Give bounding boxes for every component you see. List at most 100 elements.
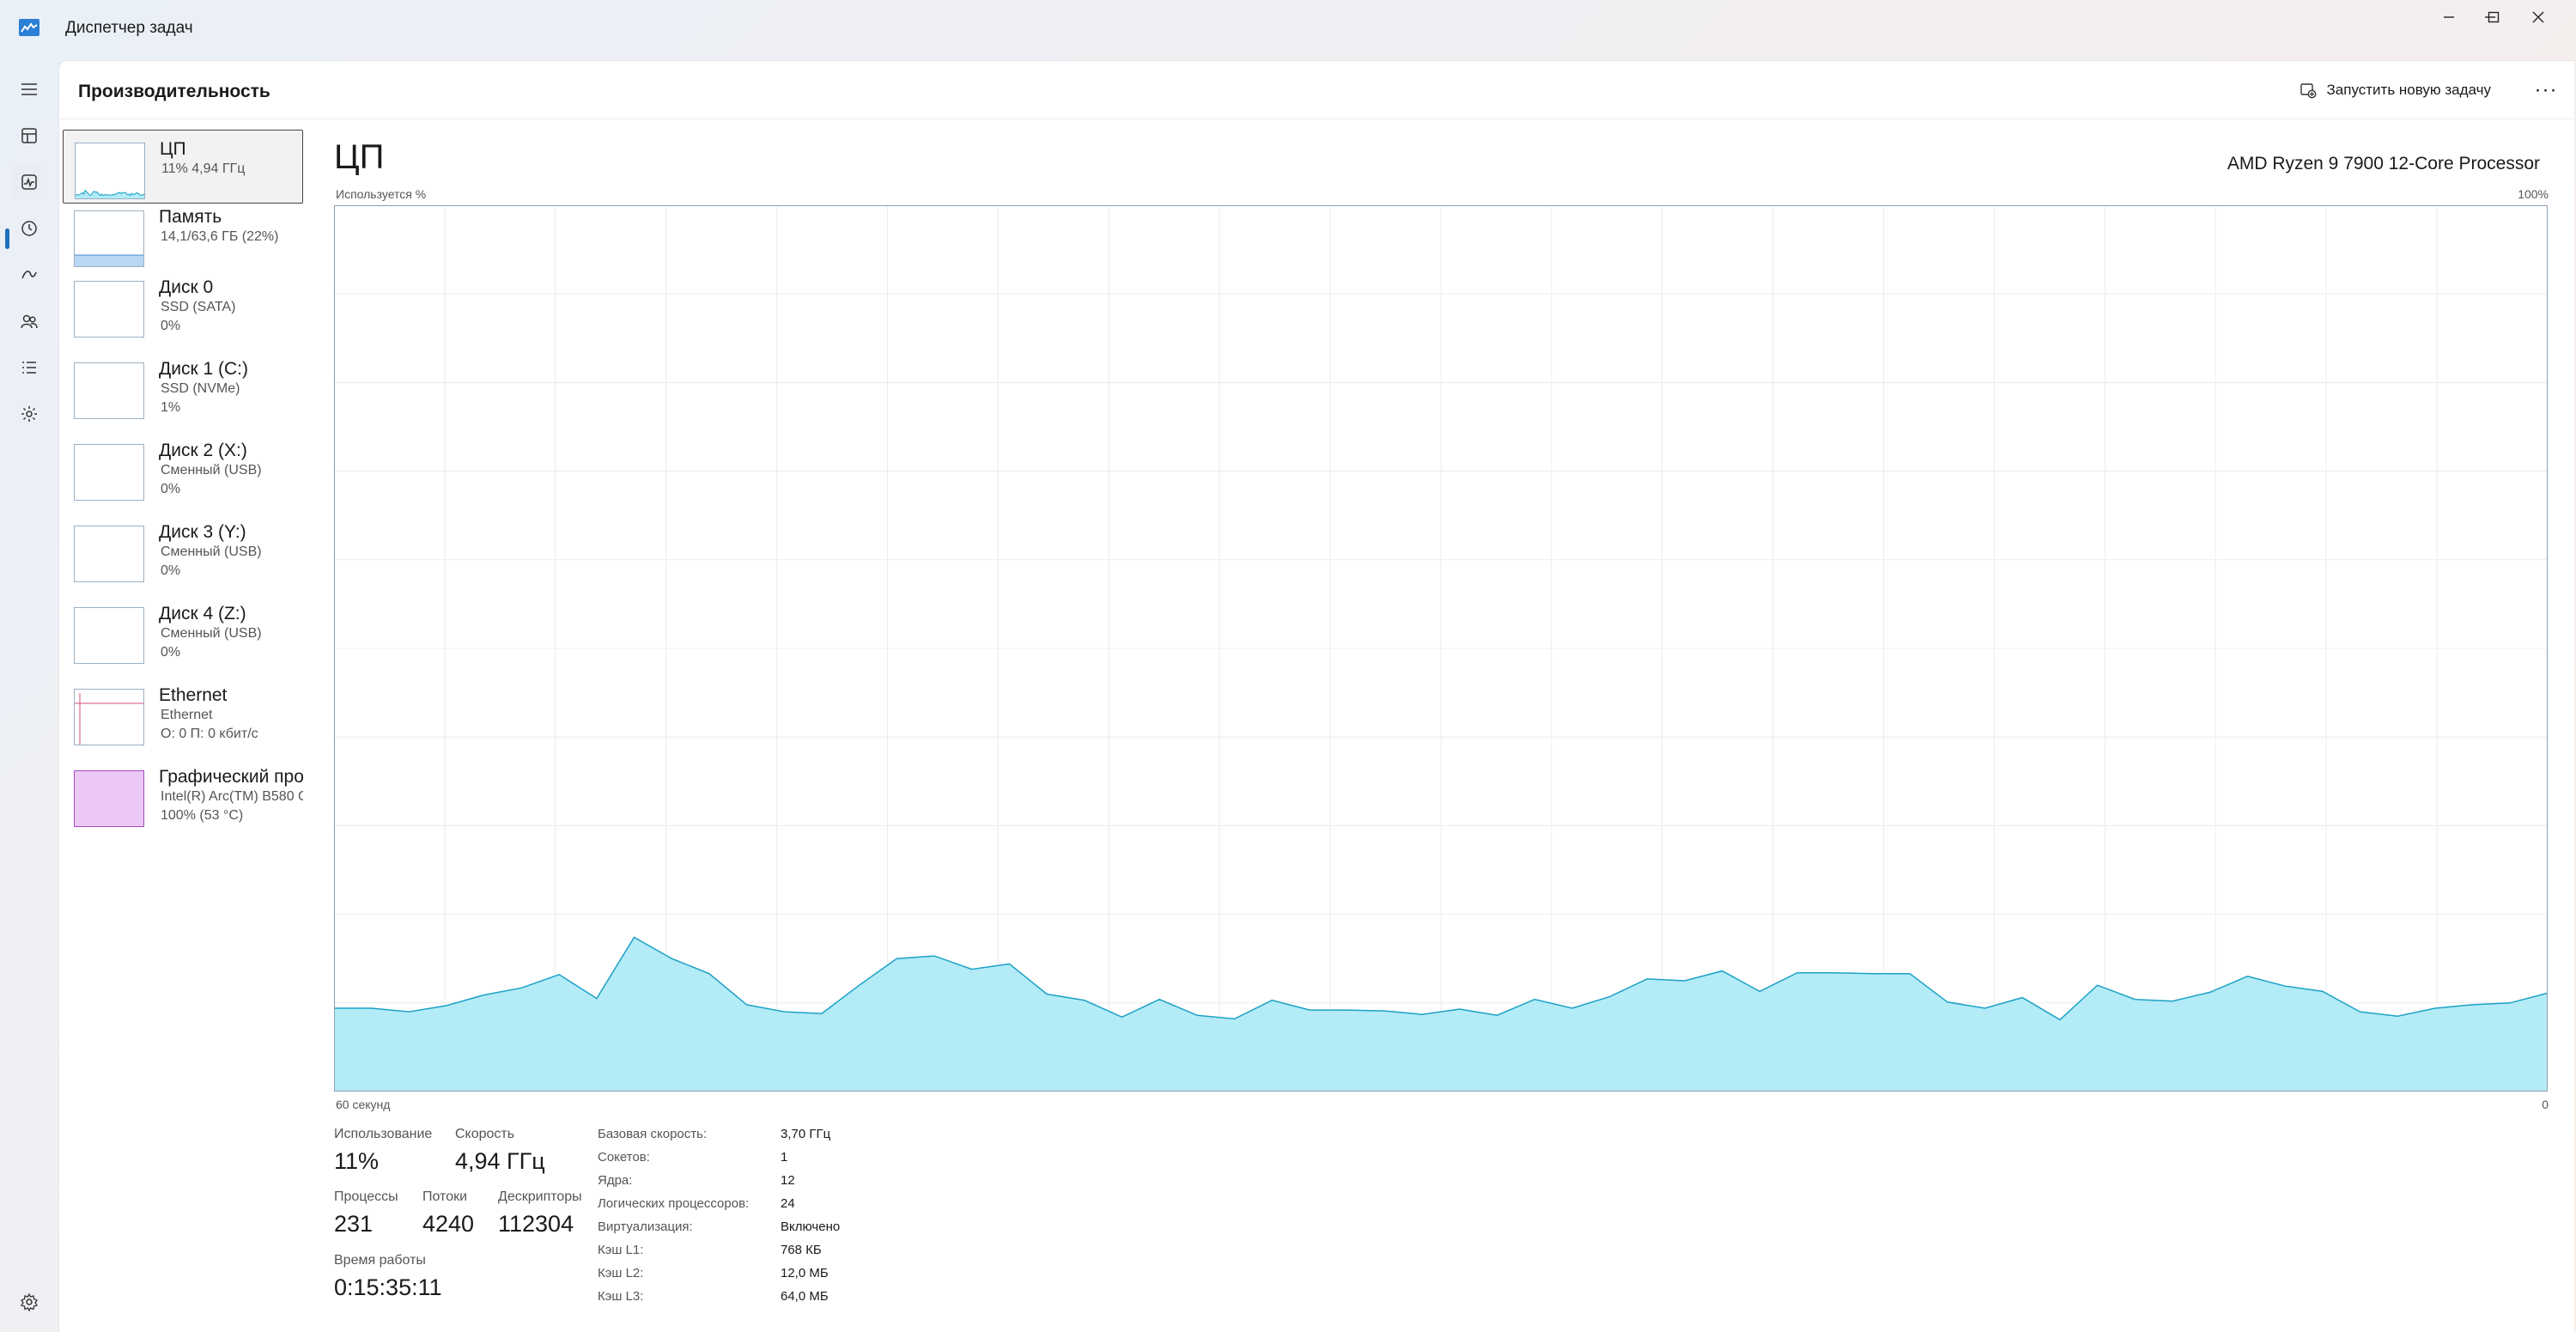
title-bar: Диспетчер задач	[0, 0, 2576, 58]
run-task-label: Запустить новую задачу	[2326, 82, 2491, 98]
resource-name: Память	[159, 207, 222, 227]
minimize-icon	[2444, 16, 2454, 18]
task-manager-app-icon	[19, 19, 39, 36]
resource-name: Диск 4 (Z:)	[159, 604, 246, 623]
processes-label: Процессы	[334, 1189, 398, 1204]
spec-label: Сокетов:	[598, 1150, 650, 1165]
handles-value: 112304	[498, 1211, 574, 1237]
resource-detail: 11% 4,94 ГГц	[161, 161, 246, 176]
resource-name: ЦП	[160, 139, 186, 159]
cpu-usage-line	[334, 936, 2548, 1021]
usage-label: Использование	[334, 1127, 433, 1141]
chart-y-label: Используется %	[336, 187, 427, 201]
resource-value: 100% (53 °C)	[161, 808, 244, 823]
chart-y-max-label: 100%	[2518, 187, 2549, 201]
hamburger-menu-button[interactable]	[12, 72, 46, 106]
cpu-model-name: AMD Ryzen 9 7900 12-Core Processor	[2227, 154, 2540, 173]
speed-value: 4,94 ГГц	[455, 1148, 545, 1174]
maximize-button[interactable]	[2456, 0, 2531, 34]
nav-users[interactable]	[12, 304, 46, 338]
threads-label: Потоки	[422, 1189, 468, 1204]
performance-icon	[21, 174, 37, 190]
spec-label: Базовая скорость:	[598, 1127, 708, 1141]
nav-app-history[interactable]	[12, 211, 46, 246]
chart-x-label: 60 секунд	[336, 1098, 391, 1111]
spec-value: 768 КБ	[781, 1243, 822, 1257]
nav-processes[interactable]	[12, 119, 46, 153]
minimize-button[interactable]	[2452, 0, 2528, 34]
run-new-task-button[interactable]: Запустить новую задачу	[2291, 73, 2500, 107]
usage-value: 11%	[334, 1148, 380, 1174]
resource-detail: SSD (SATA)	[161, 300, 236, 314]
uptime-label: Время работы	[334, 1253, 426, 1268]
resource-thumbnail-graph	[75, 143, 145, 199]
spec-value: 64,0 МБ	[781, 1289, 829, 1304]
spec-value: 12,0 МБ	[781, 1266, 829, 1280]
content-panel: Производительность Запустить новую задач…	[58, 60, 2575, 1332]
resource-value: 0%	[161, 645, 181, 660]
speed-label: Скорость	[455, 1127, 515, 1141]
processes-icon	[21, 128, 37, 143]
resource-detail: Intel(R) Arc(TM) B580 Graphics	[161, 789, 303, 804]
resource-detail: Сменный (USB)	[161, 626, 262, 641]
navigation-rail	[0, 58, 58, 1332]
hamburger-icon	[21, 83, 37, 95]
nav-performance[interactable]	[12, 165, 46, 199]
resource-name: Ethernet	[159, 685, 228, 705]
page-header: Производительность Запустить новую задач…	[59, 61, 2575, 119]
spec-label: Виртуализация:	[598, 1219, 693, 1234]
spec-value: Включено	[781, 1219, 841, 1234]
resource-detail: Сменный (USB)	[161, 544, 262, 559]
resource-thumbnail-graph	[74, 689, 144, 745]
resource-thumbnail-graph	[74, 770, 144, 827]
resource-name: Графический процессор	[159, 767, 303, 787]
resource-detail: Ethernet	[161, 708, 213, 722]
detail-title: ЦП	[334, 138, 385, 176]
processes-value: 231	[334, 1211, 374, 1237]
nav-settings[interactable]	[12, 1285, 46, 1319]
startup-apps-icon	[21, 271, 37, 279]
resource-item[interactable]: Графический процессор Intel(R) Arc(TM) B5…	[63, 758, 303, 832]
resource-name: Диск 3 (Y:)	[159, 522, 246, 542]
details-icon	[22, 362, 36, 374]
chart-x-end-label: 0	[2542, 1098, 2549, 1111]
nav-details[interactable]	[12, 350, 46, 385]
resource-thumbnail-graph	[74, 210, 144, 267]
services-icon	[21, 406, 37, 422]
resource-value: 0%	[161, 482, 181, 496]
chart-frame	[334, 205, 2548, 1092]
more-options-button[interactable]: ···	[2529, 73, 2563, 107]
spec-label: Кэш L1:	[598, 1243, 644, 1257]
resource-item[interactable]: Диск 1 (C:) SSD (NVMe) 1%	[63, 350, 303, 424]
resource-value: 0%	[161, 563, 181, 578]
app-history-icon	[21, 221, 37, 236]
resource-detail: Сменный (USB)	[161, 463, 262, 477]
resource-item[interactable]: Диск 3 (Y:) Сменный (USB) 0%	[63, 514, 303, 587]
resource-name: Диск 0	[159, 277, 214, 297]
resource-item[interactable]: Ethernet Ethernet О: 0 П: 0 кбит/с	[63, 677, 303, 751]
spec-value: 12	[781, 1173, 795, 1188]
resource-detail: 14,1/63,6 ГБ (22%)	[161, 229, 279, 244]
resource-name: Диск 2 (X:)	[159, 441, 247, 460]
resource-thumbnail-graph	[74, 526, 144, 582]
resource-item[interactable]: ЦП 11% 4,94 ГГц	[63, 130, 303, 204]
resource-value: 1%	[161, 400, 181, 415]
resource-item[interactable]: Диск 2 (X:) Сменный (USB) 0%	[63, 432, 303, 506]
resource-item[interactable]: Диск 0 SSD (SATA) 0%	[63, 269, 303, 343]
close-button[interactable]	[2500, 0, 2576, 34]
resource-value: О: 0 П: 0 кбит/с	[161, 727, 258, 741]
threads-value: 4240	[422, 1211, 475, 1237]
nav-startup-apps[interactable]	[12, 258, 46, 292]
spec-label: Логических процессоров:	[598, 1196, 750, 1211]
spec-label: Кэш L2:	[598, 1266, 644, 1280]
resource-item[interactable]: Диск 4 (Z:) Сменный (USB) 0%	[63, 595, 303, 669]
resource-item[interactable]: Память 14,1/63,6 ГБ (22%)	[63, 198, 303, 272]
window-title: Диспетчер задач	[65, 19, 193, 37]
spec-value: 24	[781, 1196, 795, 1211]
resource-thumbnail-graph	[74, 607, 144, 664]
cpu-usage-chart	[334, 205, 2548, 1092]
nav-services[interactable]	[12, 397, 46, 431]
active-nav-indicator	[5, 228, 9, 249]
minimize-button-alt[interactable]	[2411, 0, 2487, 34]
run-task-icon	[2300, 83, 2316, 99]
